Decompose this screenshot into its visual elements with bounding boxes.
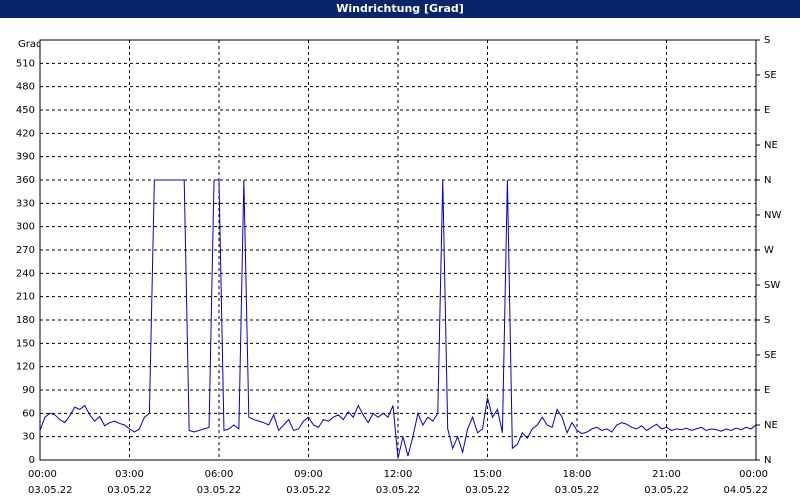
- y2-tick-label: N: [764, 455, 771, 466]
- data-line: [39, 179, 757, 459]
- y2-tick-label: E: [764, 105, 770, 116]
- x-tick-date: 03.05.22: [28, 485, 73, 496]
- x-tick-label: 21:00: [652, 469, 681, 480]
- y-tick-label: 300: [16, 222, 35, 233]
- y2-tick-label: E: [764, 385, 770, 396]
- y2-tick-label: SE: [764, 70, 777, 81]
- y2-tick-label: W: [764, 245, 774, 256]
- y2-tick-label: SW: [764, 280, 780, 291]
- y2-tick-label: N: [764, 175, 771, 186]
- x-tick-label: 00:00: [28, 469, 57, 480]
- y-tick-label: 90: [22, 385, 35, 396]
- x-tick-date: 03.05.22: [644, 485, 689, 496]
- y-tick-label: 480: [16, 82, 35, 93]
- x-tick-date: 03.05.22: [286, 485, 331, 496]
- y-tick-label: 390: [16, 152, 35, 163]
- y-tick-label: 30: [22, 432, 35, 443]
- y-tick-label: 150: [16, 338, 35, 349]
- x-tick-label: 03:00: [115, 469, 144, 480]
- y-tick-label: 210: [16, 292, 35, 303]
- y-tick-label: 120: [16, 362, 35, 373]
- x-tick-label: 09:00: [294, 469, 323, 480]
- x-tick-label: 06:00: [205, 469, 234, 480]
- x-tick-label: 15:00: [473, 469, 502, 480]
- y2-tick-label: S: [764, 315, 770, 326]
- y2-tick-label: SE: [764, 350, 777, 361]
- y-tick-label: 240: [16, 268, 35, 279]
- y-tick-label: 420: [16, 128, 35, 139]
- x-tick-date: 03.05.22: [465, 485, 510, 496]
- title-bar: [0, 0, 800, 18]
- y-tick-label: 0: [29, 455, 35, 466]
- y-tick-label: 180: [16, 315, 35, 326]
- y-tick-label: 270: [16, 245, 35, 256]
- y-tick-label: 330: [16, 198, 35, 209]
- x-tick-date: 03.05.22: [107, 485, 152, 496]
- x-tick-label: 00:00: [739, 469, 768, 480]
- y-tick-label: 450: [16, 105, 35, 116]
- y-axis-label: Grad: [18, 39, 42, 50]
- x-tick-date: 03.05.22: [197, 485, 242, 496]
- x-tick-label: 18:00: [563, 469, 592, 480]
- x-tick-label: 12:00: [384, 469, 413, 480]
- chart-title: Windrichtung [Grad]: [336, 2, 464, 15]
- y2-tick-label: S: [764, 35, 770, 46]
- y2-tick-label: NW: [764, 210, 781, 221]
- y-tick-label: 510: [16, 58, 35, 69]
- x-tick-date: 03.05.22: [376, 485, 421, 496]
- y-tick-label: 360: [16, 175, 35, 186]
- y-tick-label: 60: [22, 408, 35, 419]
- y2-tick-label: NE: [764, 140, 778, 151]
- x-tick-date: 04.05.22: [723, 485, 768, 496]
- y2-tick-label: NE: [764, 420, 778, 431]
- x-tick-date: 03.05.22: [555, 485, 600, 496]
